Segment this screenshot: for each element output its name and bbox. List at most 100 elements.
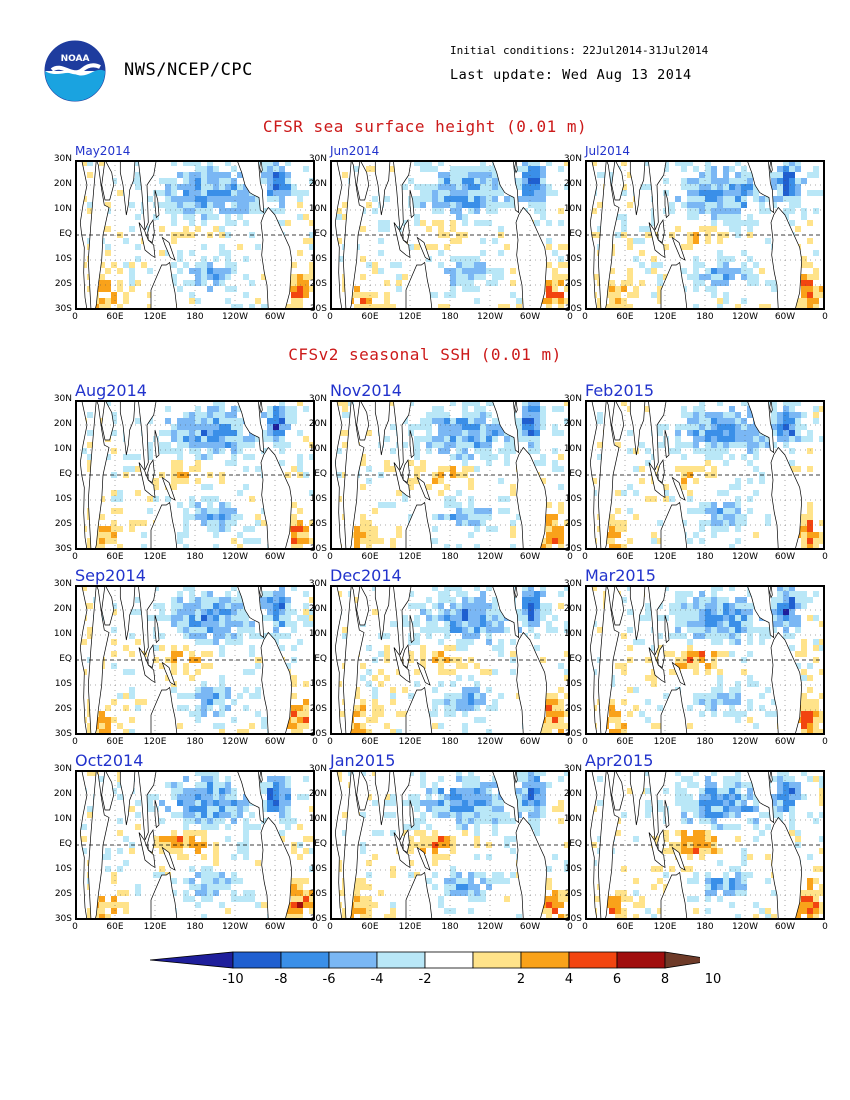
lon-tick-label: 0: [327, 312, 333, 322]
lon-tick-label: 180: [186, 312, 204, 322]
colorbar-segment: [472, 951, 522, 969]
lat-tick-label: EQ: [569, 469, 582, 479]
lon-tick-label: 0: [822, 737, 828, 747]
lat-tick-label: 20N: [53, 789, 72, 799]
lat-tick-label: 10S: [564, 494, 582, 504]
lat-tick-label: 10N: [53, 204, 72, 214]
lat-tick-label: EQ: [314, 229, 327, 239]
lat-tick-label: 20S: [309, 889, 327, 899]
lon-tick-label: 60W: [774, 737, 796, 747]
lon-tick-label: 60E: [106, 922, 124, 932]
ssh-map-jun2014: [330, 160, 570, 310]
lon-tick-label: 60W: [774, 552, 796, 562]
lon-tick-label: 60E: [106, 552, 124, 562]
lat-tick-label: 20N: [563, 179, 582, 189]
lon-tick-label: 180: [696, 737, 714, 747]
lat-tick-label: 10S: [54, 254, 72, 264]
lat-tick-label: 10N: [563, 204, 582, 214]
lat-tick-label: 20N: [308, 789, 327, 799]
lon-tick-label: 60W: [774, 922, 796, 932]
lon-tick-label: 60W: [519, 312, 541, 322]
lat-tick-label: 20N: [308, 419, 327, 429]
lon-tick-label: 120E: [653, 552, 677, 562]
ssh-map-mar2015: [585, 585, 825, 735]
lon-tick-label: 60E: [106, 312, 124, 322]
ssh-map-aug2014: [75, 400, 315, 550]
lon-tick-label: 0: [567, 312, 573, 322]
lon-tick-label: 120W: [731, 737, 759, 747]
lon-tick-label: 180: [696, 312, 714, 322]
lon-tick-label: 120E: [143, 922, 167, 932]
lat-tick-label: 30S: [54, 304, 72, 314]
lon-tick-label: 0: [312, 552, 318, 562]
lat-tick-label: 10S: [564, 864, 582, 874]
colorbar: [150, 951, 700, 969]
ssh-map-jan2015: [330, 770, 570, 920]
lat-tick-label: EQ: [569, 229, 582, 239]
lat-tick-label: 10S: [309, 254, 327, 264]
lat-tick-label: EQ: [569, 654, 582, 664]
lon-tick-label: 120W: [476, 737, 504, 747]
lat-tick-label: 30N: [308, 154, 327, 164]
lat-tick-label: 10S: [54, 494, 72, 504]
lat-tick-label: 10S: [564, 254, 582, 264]
lon-tick-label: 0: [582, 737, 588, 747]
lat-tick-label: 30N: [53, 154, 72, 164]
ssh-map-sep2014: [75, 585, 315, 735]
ssh-map-jul2014: [585, 160, 825, 310]
lat-tick-label: 20S: [54, 889, 72, 899]
lon-tick-label: 180: [441, 922, 459, 932]
lon-tick-label: 120E: [398, 922, 422, 932]
lat-tick-label: 20S: [309, 704, 327, 714]
lat-tick-label: 10N: [53, 814, 72, 824]
colorbar-label: 6: [612, 972, 622, 987]
panel-title-dec2014: Dec2014: [330, 566, 402, 585]
lon-tick-label: 0: [312, 312, 318, 322]
panel-title-jul2014: Jul2014: [585, 144, 631, 158]
colorbar-label: -10: [222, 972, 244, 987]
lat-tick-label: 20S: [564, 279, 582, 289]
lat-tick-label: 20S: [564, 889, 582, 899]
lat-tick-label: 30S: [564, 914, 582, 924]
lat-tick-label: 20S: [564, 704, 582, 714]
lat-tick-label: 10N: [563, 629, 582, 639]
lon-tick-label: 60E: [616, 552, 634, 562]
lat-tick-label: 20N: [563, 419, 582, 429]
ssh-map-oct2014: [75, 770, 315, 920]
lon-tick-label: 0: [822, 552, 828, 562]
lat-tick-label: 10N: [308, 629, 327, 639]
cfsr-section-title: CFSR sea surface height (0.01 m): [262, 117, 588, 136]
colorbar-segment: [568, 951, 618, 969]
lat-tick-label: 30N: [563, 154, 582, 164]
lon-tick-label: 60W: [264, 312, 286, 322]
colorbar-arrow-high: [664, 951, 700, 969]
lat-tick-label: 10N: [308, 444, 327, 454]
lat-tick-label: 20N: [308, 179, 327, 189]
lon-tick-label: 0: [327, 552, 333, 562]
lat-tick-label: 30N: [563, 579, 582, 589]
panel-title-oct2014: Oct2014: [75, 751, 144, 770]
lat-tick-label: 20S: [54, 279, 72, 289]
colorbar-segment: [616, 951, 666, 969]
lat-tick-label: 30N: [53, 579, 72, 589]
lon-tick-label: 60W: [264, 737, 286, 747]
lat-tick-label: EQ: [569, 839, 582, 849]
lon-tick-label: 0: [582, 922, 588, 932]
logo-text: NOAA: [61, 54, 90, 64]
lat-tick-label: 30S: [309, 544, 327, 554]
lon-tick-label: 120W: [731, 552, 759, 562]
lon-tick-label: 60W: [519, 922, 541, 932]
lat-tick-label: 20S: [309, 279, 327, 289]
lon-tick-label: 120E: [143, 312, 167, 322]
lon-tick-label: 180: [696, 922, 714, 932]
lon-tick-label: 120E: [653, 737, 677, 747]
panel-title-may2014: May2014: [75, 144, 131, 158]
panel-title-jun2014: Jun2014: [330, 144, 380, 158]
lon-tick-label: 60E: [361, 552, 379, 562]
lat-tick-label: 10N: [563, 444, 582, 454]
colorbar-label: 10: [704, 972, 722, 987]
lat-tick-label: 10S: [54, 679, 72, 689]
colorbar-label: 2: [516, 972, 526, 987]
lon-tick-label: 60E: [361, 312, 379, 322]
agency-label: NWS/NCEP/CPC: [124, 60, 253, 80]
